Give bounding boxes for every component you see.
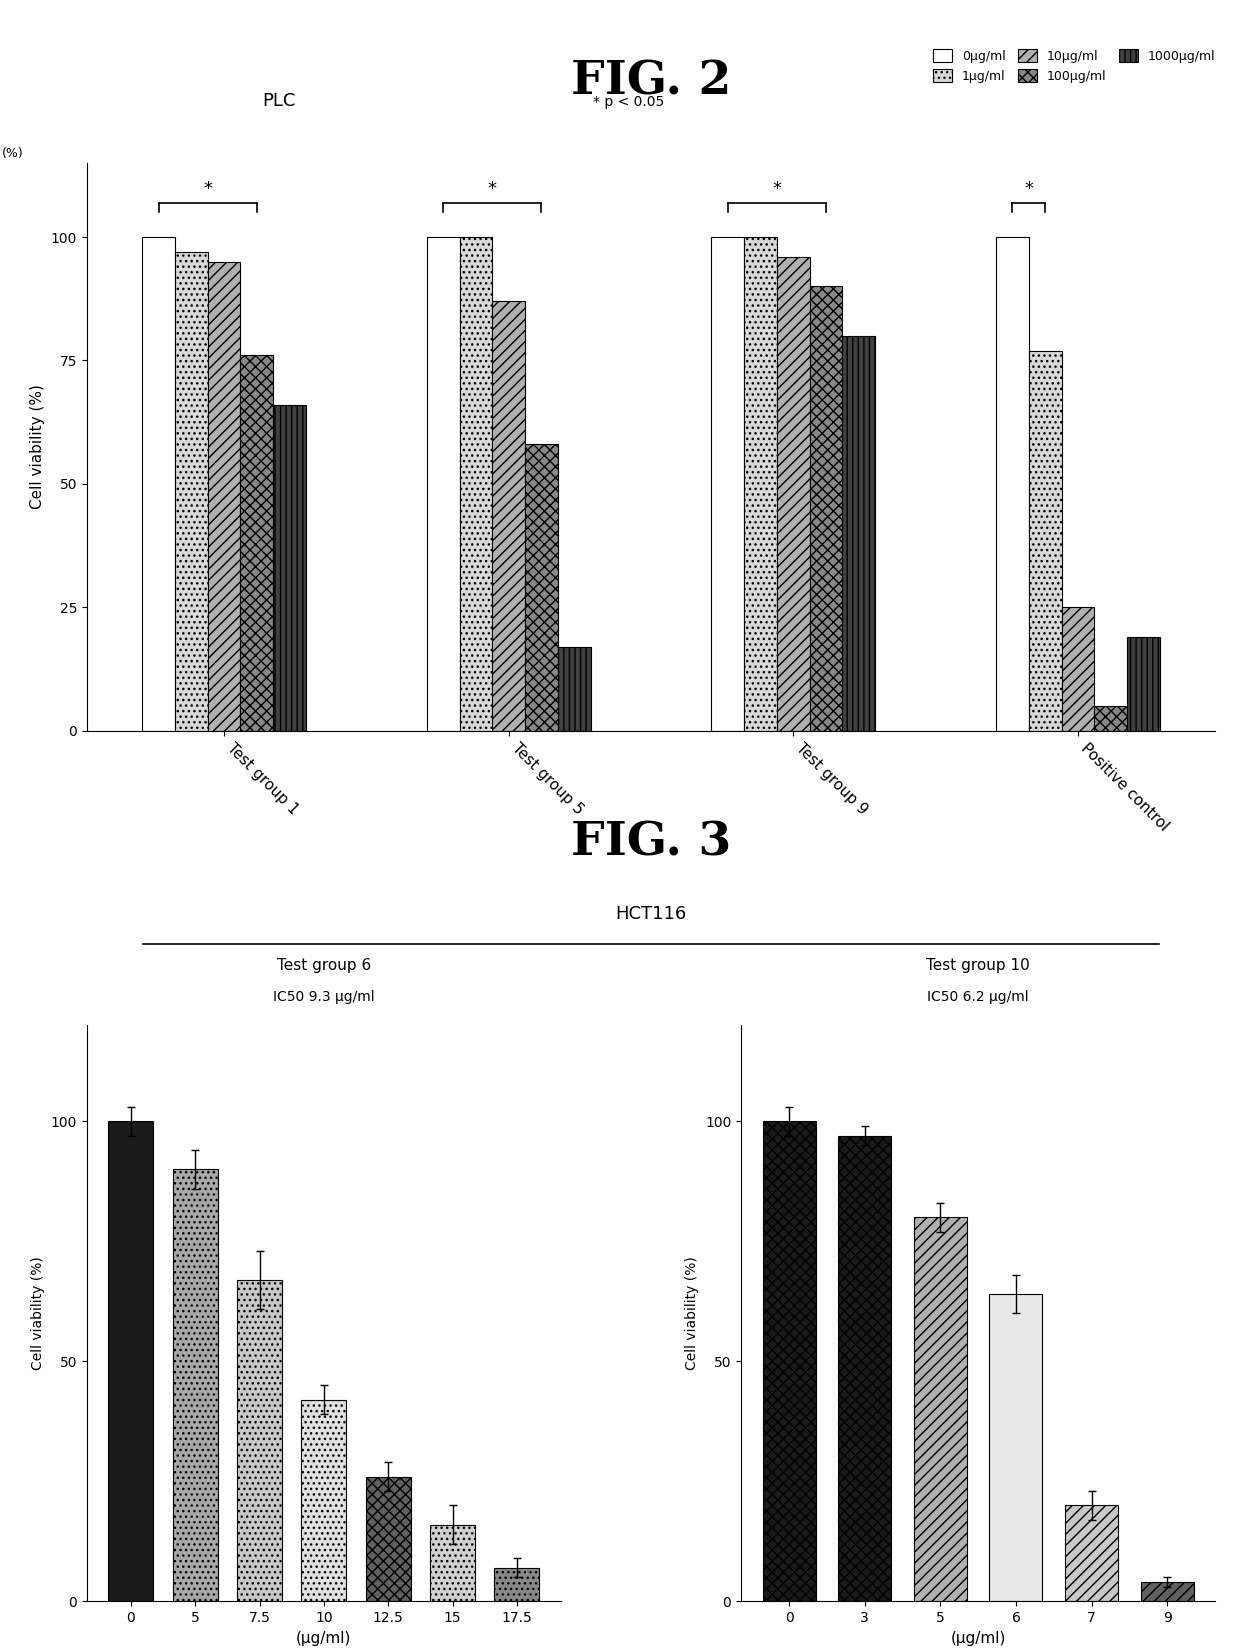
Text: *: * (773, 180, 781, 198)
Legend: 0μg/ml, 1μg/ml, 10μg/ml, 100μg/ml, 1000μg/ml: 0μg/ml, 1μg/ml, 10μg/ml, 100μg/ml, 1000μ… (928, 45, 1220, 88)
Bar (430, 1524, 475, 1601)
Text: *: * (203, 180, 212, 198)
Bar (492, 300, 525, 730)
Bar (1065, 1506, 1118, 1601)
Bar (1029, 350, 1061, 730)
Bar (525, 444, 558, 730)
Bar (842, 335, 875, 730)
Bar (460, 238, 492, 730)
Text: FIG. 3: FIG. 3 (570, 821, 732, 865)
Bar (241, 355, 273, 730)
Bar (810, 286, 842, 730)
Text: (%): (%) (2, 147, 24, 160)
X-axis label: (μg/ml): (μg/ml) (950, 1631, 1006, 1646)
Bar (1094, 707, 1127, 730)
Bar (763, 1121, 816, 1601)
Bar (175, 253, 208, 730)
Bar (366, 1476, 410, 1601)
X-axis label: (μg/ml): (μg/ml) (296, 1631, 352, 1646)
Bar (996, 238, 1029, 730)
Bar (914, 1217, 967, 1601)
Bar (838, 1136, 892, 1601)
Text: *: * (1024, 180, 1033, 198)
Text: IC50 6.2 μg/ml: IC50 6.2 μg/ml (928, 991, 1029, 1004)
Y-axis label: Cell viability (%): Cell viability (%) (686, 1256, 699, 1370)
Text: FIG. 2: FIG. 2 (570, 58, 732, 104)
Bar (301, 1400, 346, 1601)
Bar (143, 238, 175, 730)
Bar (172, 1169, 218, 1601)
Bar (495, 1568, 539, 1601)
Bar (208, 263, 241, 730)
Text: *: * (487, 180, 497, 198)
Y-axis label: Cell viability (%): Cell viability (%) (30, 385, 45, 509)
Bar (1141, 1582, 1194, 1601)
Text: Test group 6: Test group 6 (277, 958, 371, 972)
Bar (777, 258, 810, 730)
Bar (108, 1121, 154, 1601)
Bar (990, 1294, 1043, 1601)
Text: HCT116: HCT116 (615, 905, 687, 923)
Text: Test group 10: Test group 10 (926, 958, 1030, 972)
Bar (1061, 608, 1094, 730)
Y-axis label: Cell viability (%): Cell viability (%) (31, 1256, 45, 1370)
Bar (558, 647, 590, 730)
Bar (273, 404, 306, 730)
Text: PLC: PLC (262, 92, 295, 111)
Bar (744, 238, 777, 730)
Bar (712, 238, 744, 730)
Text: * p < 0.05: * p < 0.05 (593, 96, 665, 109)
Bar (237, 1280, 281, 1601)
Text: IC50 9.3 μg/ml: IC50 9.3 μg/ml (273, 991, 374, 1004)
Bar (1127, 637, 1159, 730)
Bar (427, 238, 460, 730)
